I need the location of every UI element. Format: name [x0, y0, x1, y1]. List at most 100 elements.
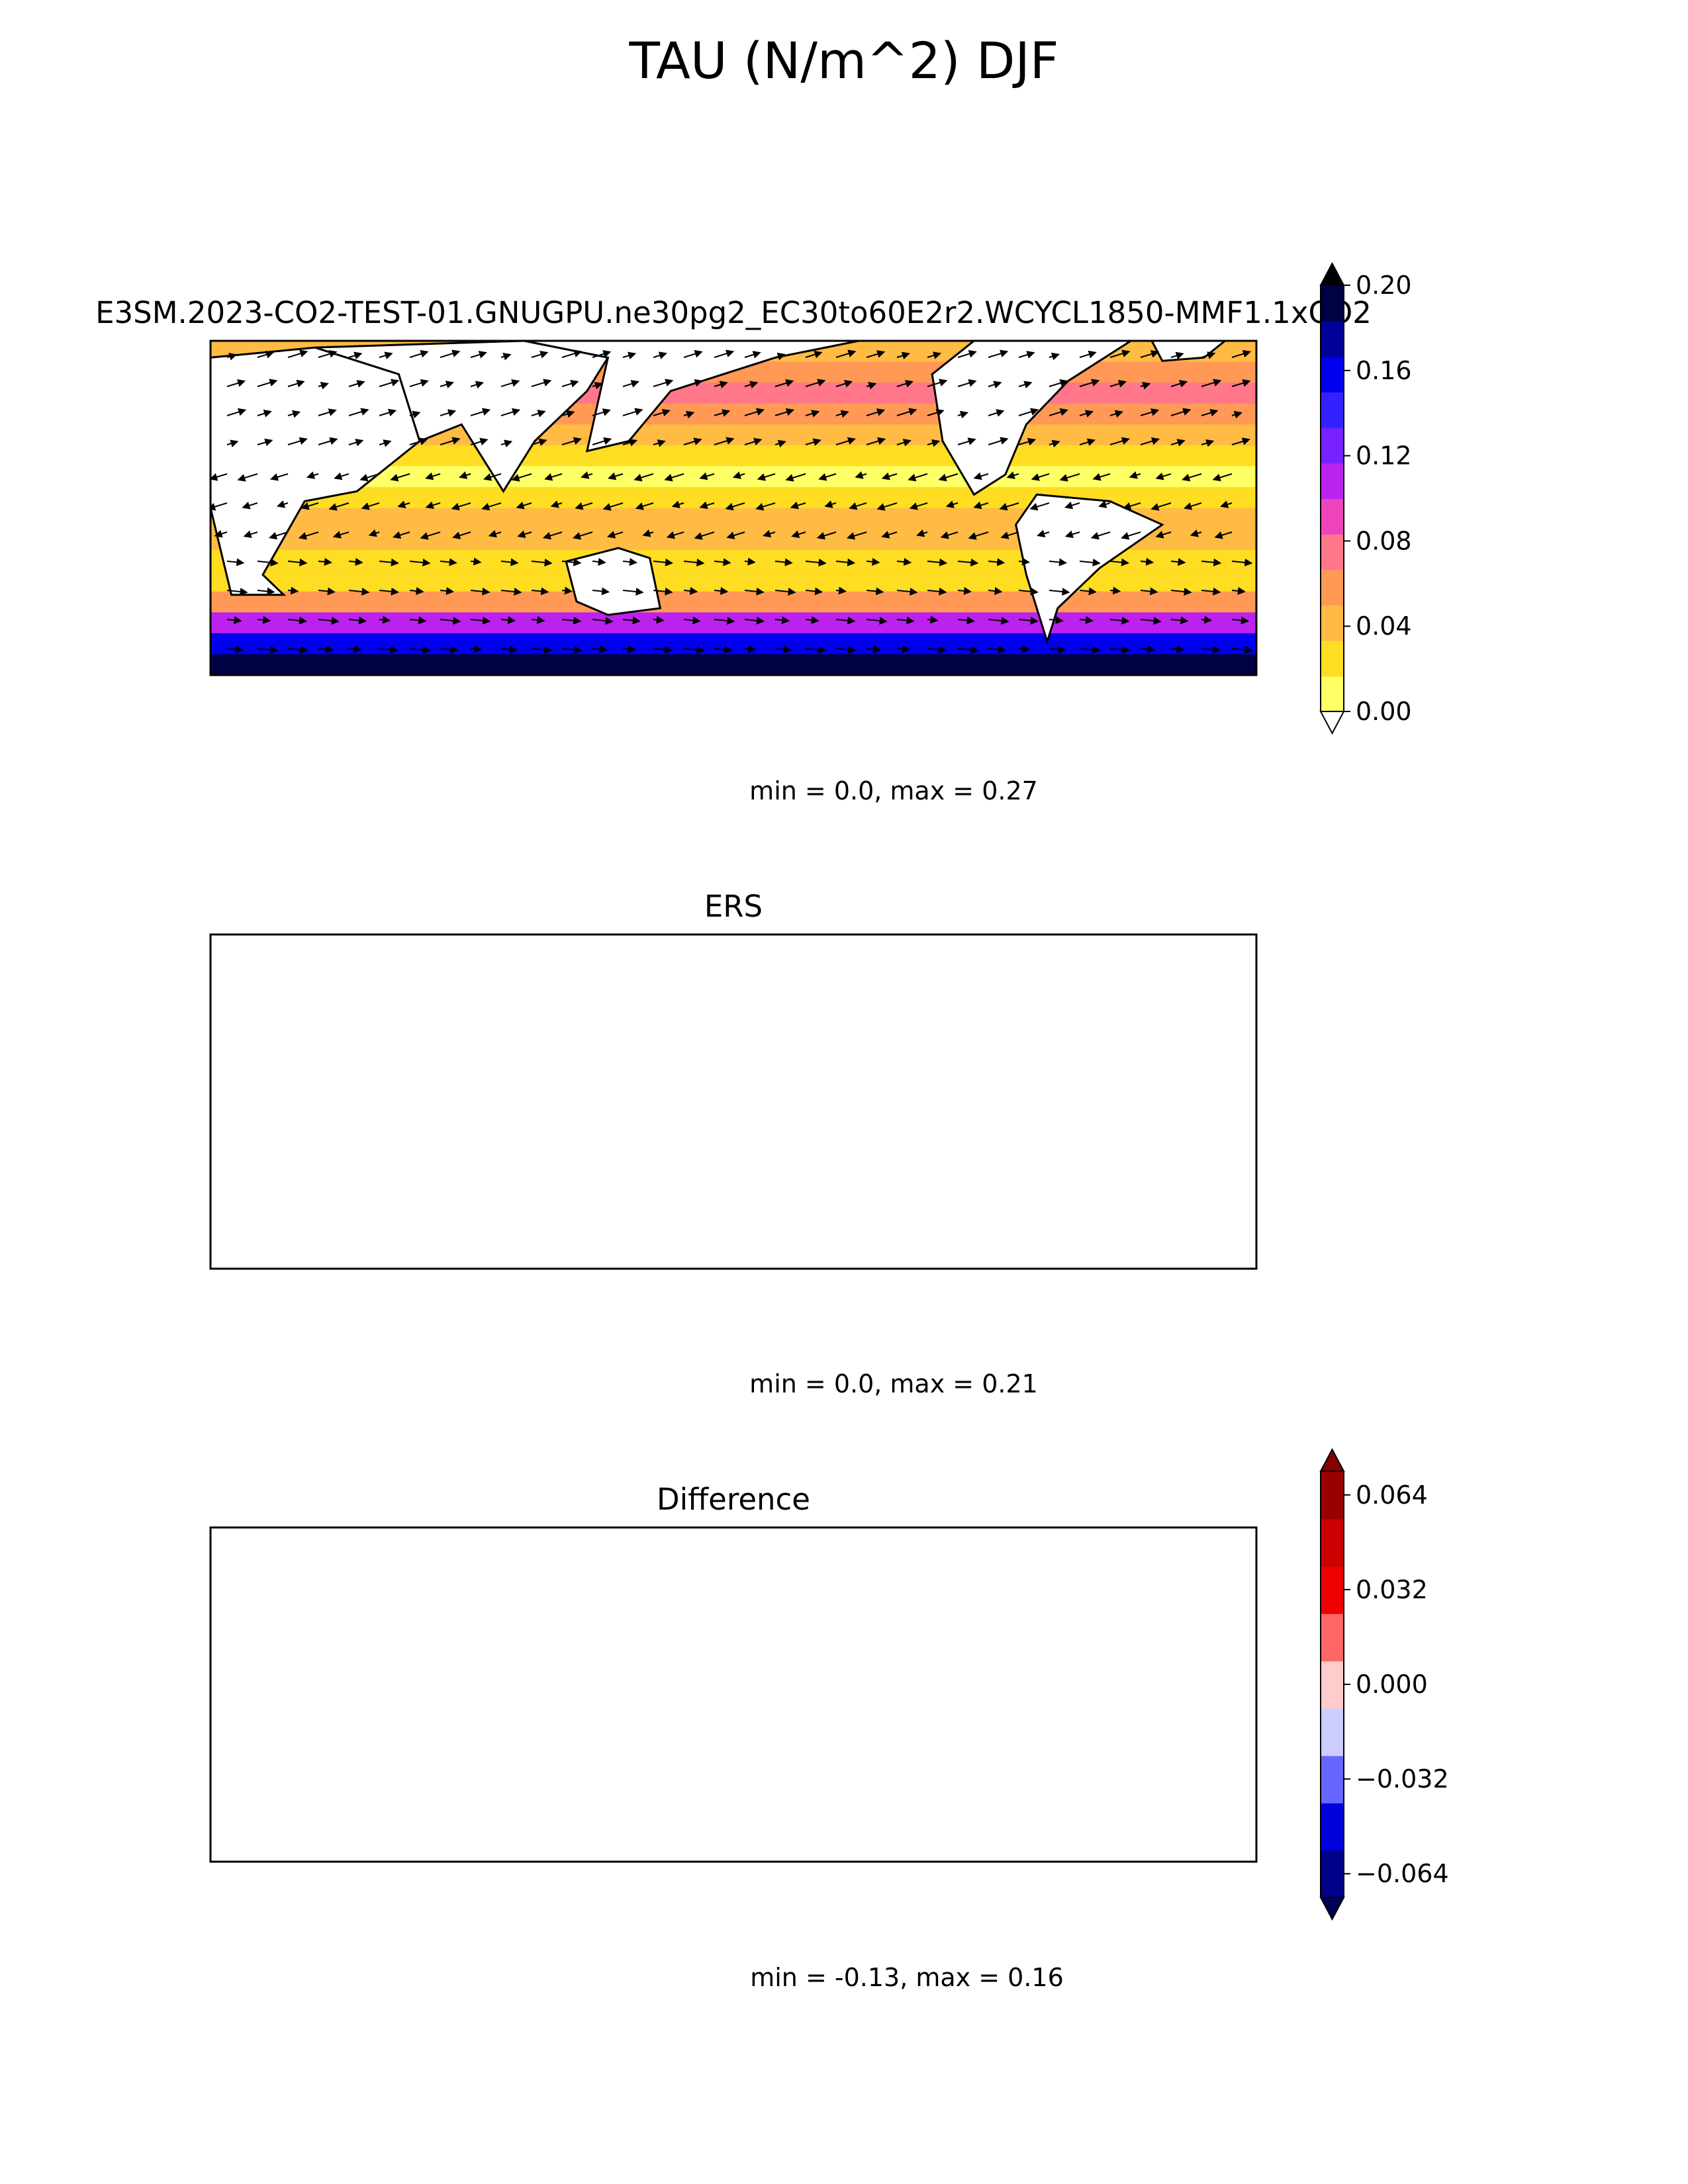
wind-vector: [303, 1690, 319, 1695]
wind-vector: [1140, 587, 1158, 596]
wind-vector: [927, 1777, 946, 1779]
wind-vector: [226, 379, 246, 387]
wind-vector: [440, 1625, 459, 1631]
wind-vector: [287, 379, 305, 388]
wind-vector: [1232, 1777, 1244, 1778]
wind-vector: [1220, 500, 1233, 508]
wind-vector: [531, 645, 553, 654]
wind-vector: [1201, 379, 1222, 387]
wind-vector: [287, 645, 308, 654]
wind-vector: [440, 1835, 457, 1837]
wind-vector: [287, 410, 301, 418]
continent-outline: [524, 1527, 859, 1638]
wind-vector: [1201, 615, 1213, 624]
wind-vector: [927, 645, 947, 654]
wind-vector: [501, 1835, 516, 1837]
wind-vector: [988, 349, 1009, 358]
wind-vector: [849, 502, 867, 510]
wind-vector: [215, 1719, 227, 1723]
wind-vector: [973, 501, 989, 510]
colorbar-extend-low: [1319, 1897, 1345, 1921]
wind-vector: [1212, 473, 1233, 482]
wind-vector: [410, 1748, 430, 1750]
map-ers: [209, 1527, 1256, 1862]
wind-vector: [745, 1596, 763, 1602]
wind-vector: [362, 1690, 379, 1695]
wind-vector: [1232, 1626, 1249, 1631]
wind-vector: [348, 438, 364, 447]
wind-vector: [561, 558, 582, 567]
wind-vector: [757, 473, 776, 481]
wind-vector: [897, 1777, 917, 1779]
wind-vector: [349, 1835, 361, 1837]
wind-vector: [957, 646, 979, 654]
panel-ers: ERS −0.064 −0.032 0.000 0.032 0.064 min = 0.…: [209, 889, 1449, 1921]
wind-vector: [359, 473, 380, 482]
wind-vector: [653, 1806, 663, 1807]
contour-band: [211, 1695, 1256, 1717]
wind-vector: [1121, 531, 1141, 540]
wind-vector: [881, 531, 898, 539]
wind-vector: [226, 408, 247, 416]
wind-vector: [483, 1690, 501, 1696]
wind-vector: [1201, 1748, 1220, 1750]
wind-vector: [1170, 439, 1186, 447]
colorbar-segment: [1321, 356, 1344, 392]
colorbar-segment: [1321, 1850, 1344, 1898]
wind-vector: [927, 1598, 943, 1602]
wind-vector: [531, 351, 549, 359]
wind-vector: [532, 1777, 547, 1778]
wind-vector: [653, 1748, 672, 1750]
wind-vector: [726, 531, 745, 539]
wind-vector: [957, 616, 975, 625]
wind-vector: [1018, 557, 1030, 566]
wind-vector: [481, 502, 502, 511]
wind-vector: [714, 437, 735, 445]
wind-vector: [318, 1626, 337, 1632]
wind-vector: [1049, 616, 1064, 624]
wind-vector: [1019, 1806, 1037, 1808]
wind-vector: [349, 1627, 363, 1631]
wind-vector: [988, 1569, 1001, 1573]
wind-vector: [927, 1748, 946, 1750]
wind-vector: [532, 1748, 551, 1750]
wind-vector: [379, 1567, 398, 1573]
wind-vector: [288, 1806, 306, 1808]
wind-vector: [1190, 529, 1202, 537]
wind-vector: [917, 1719, 927, 1722]
wind-vector: [1170, 616, 1189, 625]
wind-vector: [744, 557, 756, 566]
wind-vector: [896, 588, 918, 596]
contour-band: [211, 591, 1256, 614]
wind-vector: [287, 437, 308, 445]
wind-vector: [714, 1777, 727, 1778]
wind-vector: [757, 1690, 775, 1696]
wind-vector: [278, 1690, 288, 1693]
wind-vector: [410, 1600, 420, 1603]
wind-vector: [866, 557, 880, 566]
wind-vector: [348, 351, 363, 359]
wind-vector: [531, 559, 553, 567]
wind-vector: [390, 473, 410, 482]
wind-vector: [774, 588, 796, 596]
wind-vector: [836, 1625, 855, 1631]
wind-vector: [896, 380, 914, 388]
wind-vector: [745, 1777, 763, 1779]
wind-vector: [683, 586, 698, 595]
wind-vector: [288, 1599, 299, 1602]
wind-vector: [897, 1569, 912, 1573]
wind-vector: [532, 1835, 551, 1837]
map-frame-difference: [209, 1526, 1258, 1863]
contour-band: [211, 1757, 1256, 1779]
wind-vector: [774, 408, 795, 416]
wind-vector: [683, 410, 695, 419]
wind-vector: [635, 502, 654, 510]
wind-vector: [836, 1569, 851, 1573]
wind-vector: [927, 615, 939, 624]
wind-vector: [1231, 437, 1250, 445]
wind-vector: [1201, 408, 1219, 417]
wind-vector: [440, 437, 461, 445]
wind-vector: [683, 616, 701, 625]
wind-vector: [958, 1539, 976, 1544]
wind-vector: [653, 1628, 665, 1631]
